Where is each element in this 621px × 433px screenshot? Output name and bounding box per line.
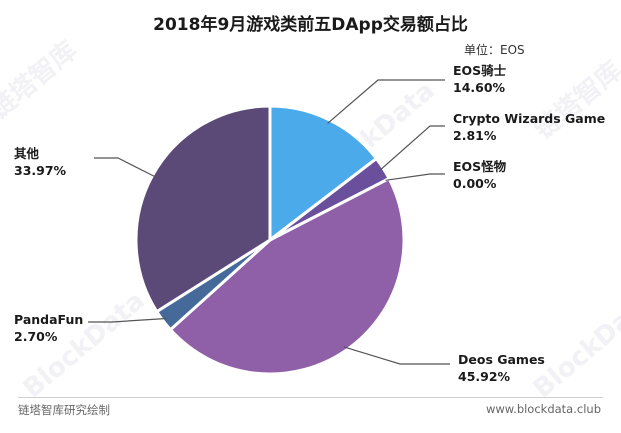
- label-pandafun-pct: 2.70%: [14, 329, 58, 344]
- leader-deos-games: [343, 346, 450, 365]
- label-eos-knight-name: EOS骑士: [453, 63, 507, 78]
- slice-deos-games: [168, 176, 406, 376]
- leader-crypto-wizards: [379, 125, 445, 171]
- label-eos-monster-name: EOS怪物: [453, 159, 507, 174]
- leader-other: [94, 157, 157, 178]
- label-other: 其他 33.97%: [14, 145, 66, 179]
- footer-source: 链塔智库研究绘制: [18, 403, 110, 417]
- label-crypto-wizards-pct: 2.81%: [453, 128, 497, 143]
- label-crypto-wizards-name: Crypto Wizards Game: [453, 111, 606, 126]
- leader-eos-knight: [327, 79, 445, 124]
- label-pandafun: PandaFun 2.70%: [14, 311, 83, 345]
- label-pandafun-name: PandaFun: [14, 312, 84, 327]
- label-eos-knight-pct: 14.60%: [453, 80, 506, 95]
- footer-divider: [18, 397, 603, 398]
- label-deos-games-name: Deos Games: [458, 352, 545, 367]
- label-eos-monster: EOS怪物 0.00%: [453, 158, 506, 192]
- leader-pandafun: [88, 317, 167, 323]
- label-eos-monster-pct: 0.00%: [453, 176, 497, 191]
- label-crypto-wizards: Crypto Wizards Game 2.81%: [453, 110, 605, 144]
- label-other-pct: 33.97%: [14, 163, 67, 178]
- unit-label: 单位：EOS: [464, 43, 525, 57]
- label-deos-games: Deos Games 45.92%: [458, 351, 545, 385]
- footer-website: www.blockdata.club: [486, 402, 601, 416]
- leader-eos-monster: [385, 173, 445, 181]
- label-deos-games-pct: 45.92%: [458, 369, 511, 384]
- label-other-name: 其他: [14, 146, 40, 161]
- label-eos-knight: EOS骑士 14.60%: [453, 62, 506, 96]
- chart-title: 2018年9月游戏类前五DApp交易额占比: [153, 15, 468, 35]
- slice-eos-knight: [268, 104, 379, 244]
